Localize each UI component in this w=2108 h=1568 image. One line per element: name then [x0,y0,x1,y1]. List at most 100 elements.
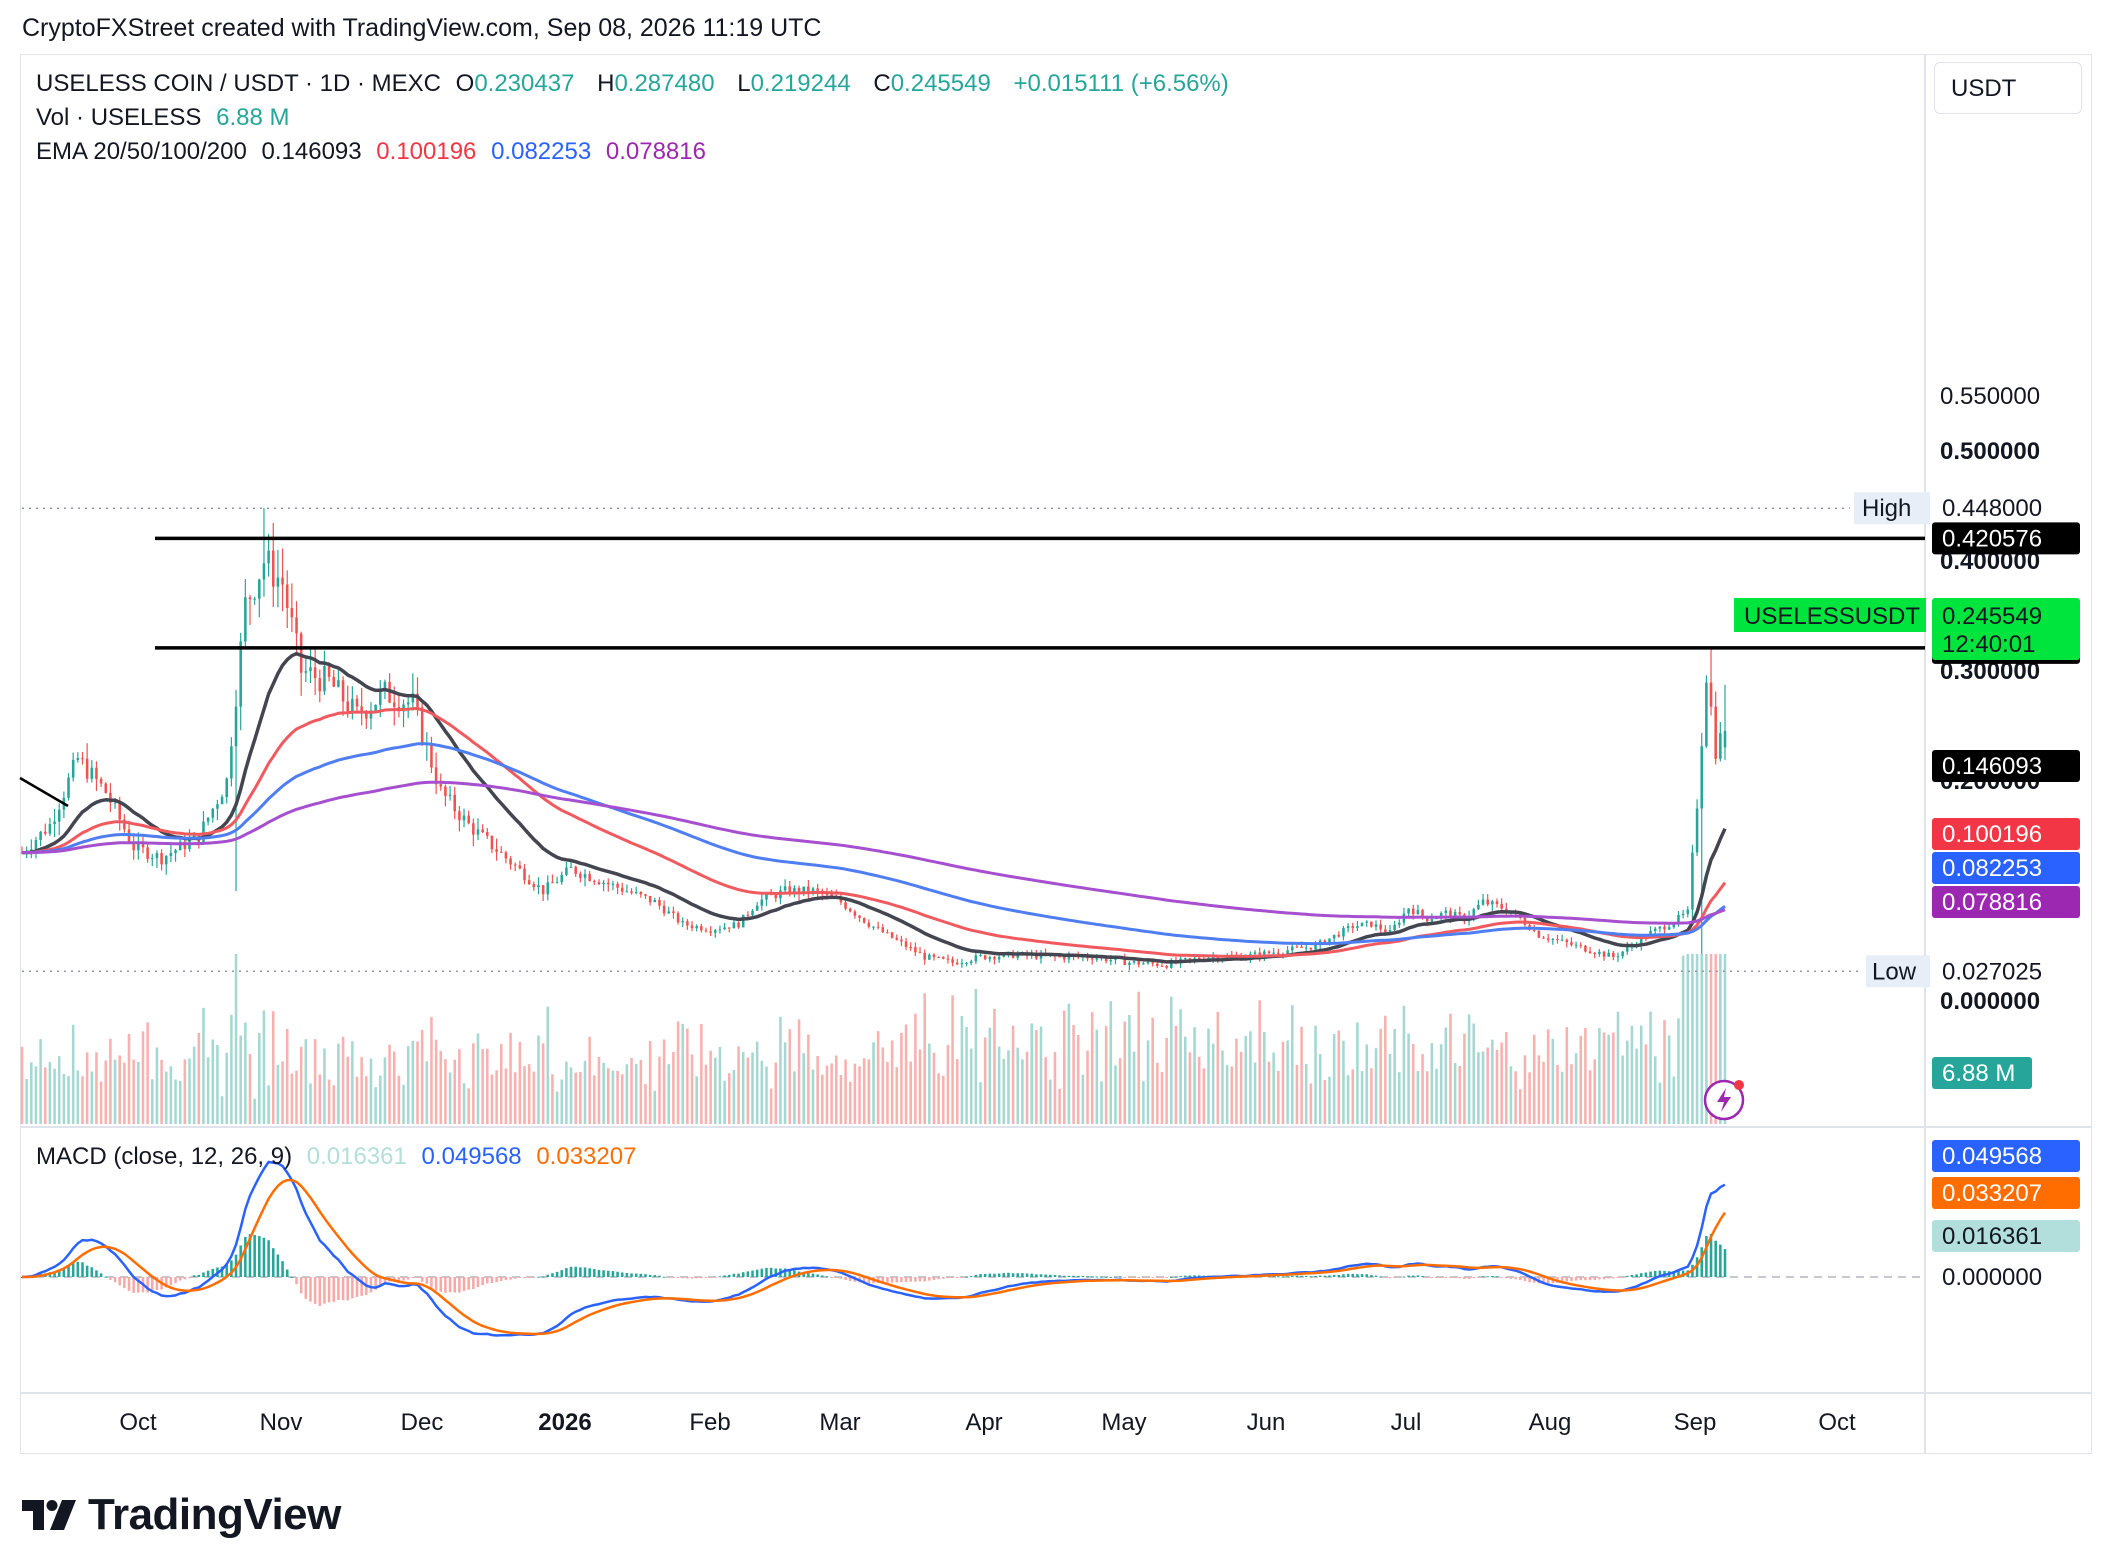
candle-body [593,880,596,883]
hist-tag: 0.016361 [1932,1220,2080,1252]
candle-body [620,887,624,892]
macd-hist-bar [1588,1277,1592,1281]
macd-hist-bar [1281,1276,1285,1278]
candle-body [1574,944,1578,946]
macd-label[interactable]: MACD (close, 12, 26, 9) [36,1143,293,1170]
volume-bar [1146,1040,1150,1124]
candle-body [267,550,270,564]
volume-bar [1072,1025,1075,1124]
candle-body [379,690,382,705]
candle-body [872,926,875,928]
volume-bar [797,1019,801,1124]
macd-hist-bar [760,1268,764,1277]
volume-bar [244,1022,247,1124]
countdown-timer: 12:40:01 [1942,631,2035,658]
volume-bar [164,1071,168,1124]
volume-bar [118,1055,121,1124]
macd-hist-bar [620,1272,624,1277]
volume-bar [1453,1063,1457,1124]
volume-bar [90,1071,94,1124]
volume-bar [1653,1056,1657,1124]
macd-hist-bar [802,1271,805,1277]
volume-bar [1062,1010,1066,1124]
symbol-title[interactable]: USELESS COIN / USDT · 1D · MEXC [36,70,441,97]
candle-body [71,759,75,778]
candle-body [1384,929,1387,933]
macd-hist-bar [132,1277,135,1293]
candle-body [271,550,275,587]
volume-bar [234,954,238,1124]
macd-hist-bar [1118,1276,1122,1278]
volume-bar [1416,1070,1420,1124]
volume-bar [1249,1031,1252,1124]
macd-hist-bar [942,1277,945,1279]
volume-bar [239,1035,242,1124]
macd-hist-bar [648,1274,652,1277]
volume-bar [769,1088,773,1124]
macd-hist-bar [974,1274,978,1277]
candle-body [1421,909,1424,917]
volume-bar [779,1016,782,1124]
price-tick-label: 0.000000 [1940,988,2040,1015]
macd-hist-bar [839,1277,843,1279]
volume-bar [369,1058,373,1124]
candle-body [1472,909,1476,917]
candle-body [1170,960,1173,968]
macd-hist-bar [1030,1273,1033,1277]
volume-legend: Vol · USELESS 6.88 M [36,104,297,132]
candle-body [700,926,703,931]
tradingview-logo[interactable]: TradingView [22,1490,341,1540]
ema50-line [22,707,1727,958]
macd-hist-bar [1411,1275,1415,1277]
macd-hist-bar [727,1274,731,1277]
volume-label[interactable]: Vol · USELESS [36,104,202,131]
candle-body [783,886,787,891]
macd-hist-bar [318,1277,322,1306]
macd-hist-bar [937,1277,940,1280]
volume-bar [1588,1070,1592,1124]
volume-bar [346,1056,349,1124]
candle-body [1365,921,1368,923]
macd-hist-bar [1170,1276,1173,1278]
volume-bar [76,1070,80,1124]
macd-hist-bar [732,1273,736,1277]
candle-body [43,831,47,834]
volume-bar [611,1070,615,1124]
volume-bar [1528,1072,1531,1124]
volume-bar [1388,1053,1392,1124]
macd-hist-bar [1011,1273,1015,1277]
candle-body [653,899,657,903]
macd-hist-bar [1360,1274,1364,1277]
macd-hist-bar [81,1262,84,1277]
volume-bar [332,1085,336,1124]
chart-frame[interactable] [20,54,2092,1454]
macd-hist-bar [1323,1275,1327,1277]
volume-bar [183,1059,187,1124]
candle-body [1374,924,1378,927]
volume-bar [909,1061,913,1124]
volume-bar [1053,1052,1057,1124]
macd-hist-bar [686,1277,689,1279]
candle-body [1277,952,1280,954]
candle-body [137,842,140,851]
volume-bar [727,1073,731,1124]
candle-body [406,702,410,705]
macd-hist-bar [1714,1240,1717,1277]
macd-hist-bar [606,1270,610,1277]
candle-body [1565,939,1569,943]
volume-bar [834,1055,838,1124]
currency-selector[interactable]: USDT [1934,62,2082,114]
volume-bar [1463,1033,1466,1124]
candle-body [737,922,740,928]
candle-body [1588,951,1592,954]
macd-tag-text: 0.049568 [1942,1143,2042,1170]
macd-hist-bar [1505,1277,1508,1279]
candle-body [1542,937,1545,939]
candle-body [67,777,70,798]
macd-hist-bar [988,1273,992,1277]
candle-body [1556,939,1559,941]
volume-bar [1104,1026,1108,1124]
macd-hist-bar [951,1277,954,1278]
ema-label[interactable]: EMA 20/50/100/200 [36,138,247,165]
